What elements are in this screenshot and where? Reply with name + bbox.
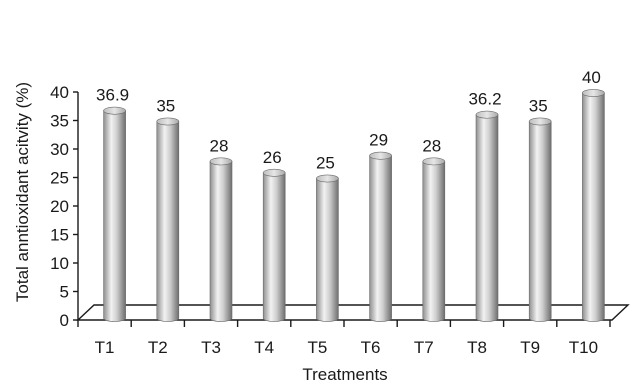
x-tick-label: T1 xyxy=(95,338,115,357)
bar-body xyxy=(103,110,126,322)
bar xyxy=(422,157,446,322)
x-tick-label: T10 xyxy=(569,338,598,357)
bar-cap xyxy=(103,106,126,115)
bar-cap xyxy=(528,117,552,126)
bar-body xyxy=(156,121,180,322)
bars: 36.9 35 28 26 25 29 28 36.2 35 40 xyxy=(96,68,605,322)
bar-cap xyxy=(369,151,392,160)
x-ticks: T1 T2 T3 T4 T5 T6 T7 T8 T9 T10 xyxy=(77,320,611,357)
bar xyxy=(369,151,392,322)
bar xyxy=(475,110,499,322)
x-tick-label: T7 xyxy=(414,338,434,357)
bar-cap xyxy=(422,157,446,166)
y-tick-label: 20 xyxy=(50,197,69,216)
bar xyxy=(528,117,552,322)
data-label: 28 xyxy=(422,136,441,155)
bar-body xyxy=(316,178,339,322)
bar-body xyxy=(582,92,605,322)
y-tick-label: 15 xyxy=(50,226,69,245)
bar-cap xyxy=(209,157,233,166)
bar xyxy=(582,89,605,322)
y-tick-label: 30 xyxy=(50,140,69,159)
data-label: 28 xyxy=(210,136,229,155)
bar xyxy=(262,168,286,322)
x-axis-title: Treatments xyxy=(302,365,387,384)
bar-body xyxy=(528,121,552,322)
bar-cap xyxy=(475,110,499,119)
data-label: 40 xyxy=(582,68,601,87)
bar-body xyxy=(369,155,392,322)
x-tick-label: T3 xyxy=(201,338,221,357)
y-tick-label: 5 xyxy=(60,283,69,302)
bar-cap xyxy=(156,117,180,126)
bar-body xyxy=(422,161,446,322)
bar-cap xyxy=(262,168,286,177)
x-tick-label: T6 xyxy=(361,338,381,357)
y-tick-label: 25 xyxy=(50,169,69,188)
y-ticks: 0 5 10 15 20 25 30 35 40 xyxy=(50,83,78,330)
bar-cap xyxy=(582,89,605,97)
x-tick-label: T5 xyxy=(307,338,327,357)
y-tick-label: 40 xyxy=(50,83,69,102)
data-label: 35 xyxy=(156,97,175,116)
bar-body xyxy=(262,172,286,322)
bar-cap xyxy=(316,174,339,183)
data-label: 29 xyxy=(369,131,388,150)
data-label: 36.2 xyxy=(468,90,501,109)
data-label: 25 xyxy=(316,154,335,173)
bar-body xyxy=(209,161,233,322)
data-label: 26 xyxy=(263,148,282,167)
x-tick-label: T4 xyxy=(254,338,274,357)
data-label: 36.9 xyxy=(96,86,129,105)
bar-body xyxy=(475,114,499,322)
x-tick-label: T8 xyxy=(467,338,487,357)
bar xyxy=(103,106,126,322)
y-tick-label: 10 xyxy=(50,254,69,273)
y-tick-label: 35 xyxy=(50,112,69,131)
bar xyxy=(316,174,339,322)
bar xyxy=(209,157,233,322)
data-label: 35 xyxy=(529,97,548,116)
y-tick-label: 0 xyxy=(60,311,69,330)
bar xyxy=(156,117,180,322)
y-axis-title: Total anntioxidant acitvity (%) xyxy=(13,82,32,302)
x-tick-label: T9 xyxy=(520,338,540,357)
x-tick-label: T2 xyxy=(148,338,168,357)
